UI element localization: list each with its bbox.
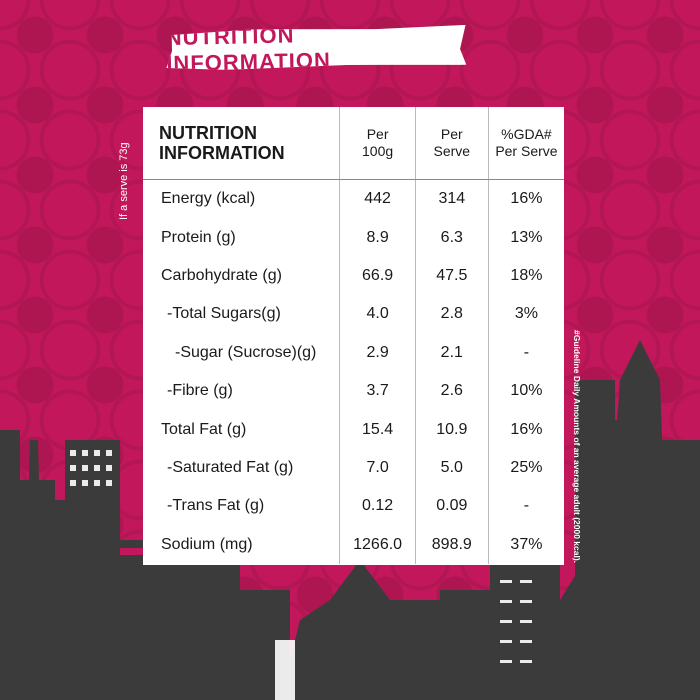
value-per-100g: 1266.0 — [339, 525, 416, 564]
nutrient-label: Protein (g) — [161, 228, 236, 246]
value-gda: 18% — [487, 256, 564, 296]
value-per-100g: 7.0 — [339, 448, 416, 488]
value-gda: 10% — [487, 371, 564, 411]
value-per-serve: 2.8 — [414, 295, 489, 334]
header-per-serve-line2: Serve — [433, 143, 471, 159]
nutrition-table: NUTRITION INFORMATION Per 100g Per Serve… — [143, 107, 564, 564]
table-row: Total Fat (g) 15.4 10.9 16% — [143, 410, 564, 449]
header-per-100g: Per 100g — [339, 107, 416, 180]
table-header-row: NUTRITION INFORMATION Per 100g Per Serve… — [143, 107, 564, 180]
header-per-serve-line1: Per — [440, 126, 463, 142]
value-per-serve: 0.09 — [414, 487, 489, 526]
table-row: Sodium (mg) 1266.0 898.9 37% — [143, 525, 564, 564]
table-row: -Trans Fat (g) 0.12 0.09- — [143, 487, 564, 526]
nutrient-label: Energy (kcal) — [161, 190, 256, 208]
value-per-serve: 314 — [414, 179, 489, 219]
nutrient-label: Sodium (mg) — [161, 535, 253, 553]
value-per-serve: 5.0 — [414, 448, 489, 488]
value-per-100g: 4.0 — [339, 295, 416, 334]
header-label: NUTRITION INFORMATION — [143, 107, 340, 180]
serve-size-note: If a serve is 73g — [118, 142, 130, 220]
header-gda-line2: Per Serve — [495, 143, 558, 159]
value-gda: 16% — [487, 410, 564, 449]
value-per-100g: 0.12 — [339, 487, 416, 526]
value-per-serve: 6.3 — [414, 218, 489, 257]
value-per-100g: 442 — [339, 179, 416, 219]
table-row: Carbohydrate (g) 66.9 47.5 18% — [143, 256, 564, 296]
nutrient-label: -Saturated Fat (g) — [167, 458, 294, 476]
value-gda: 37% — [487, 525, 564, 564]
header-label-line1: NUTRITION — [159, 123, 257, 143]
value-per-serve: 898.9 — [414, 525, 489, 564]
header-per-100g-line1: Per — [366, 126, 389, 142]
table-row: Energy (kcal) 442 314 16% — [143, 179, 564, 219]
gda-footnote: #Guideline Daily Amounts of an average a… — [572, 330, 582, 564]
value-per-serve: 2.6 — [414, 371, 489, 411]
header-per-serve: Per Serve — [414, 107, 489, 180]
value-per-100g: 15.4 — [339, 410, 416, 449]
value-gda: 25% — [487, 448, 564, 488]
table-row: -Saturated Fat (g) 7.0 5.0 25% — [143, 448, 564, 488]
nutrient-label: -Total Sugars(g) — [167, 305, 281, 323]
value-per-100g: 8.9 — [339, 218, 416, 257]
value-per-100g: 3.7 — [339, 371, 416, 411]
nutrient-label: -Fibre (g) — [167, 382, 233, 400]
header-gda: %GDA# Per Serve — [487, 107, 564, 180]
value-per-100g: 66.9 — [339, 256, 416, 296]
nutrient-label: -Trans Fat (g) — [167, 497, 265, 515]
value-gda: - — [487, 487, 564, 526]
value-per-serve: 2.1 — [414, 333, 489, 372]
value-gda: 16% — [487, 179, 564, 219]
table-row: -Total Sugars(g) 4.0 2.8 3% — [143, 295, 564, 334]
value-per-serve: 10.9 — [414, 410, 489, 449]
value-gda: - — [487, 333, 564, 372]
header-per-100g-line2: 100g — [362, 143, 394, 159]
header-label-line2: INFORMATION — [159, 143, 285, 163]
value-per-serve: 47.5 — [414, 256, 489, 296]
value-gda: 3% — [487, 295, 564, 334]
table-row: -Sugar (Sucrose)(g) 2.9 2.1- — [143, 333, 564, 372]
table-row: Protein (g) 8.9 6.3 13% — [143, 218, 564, 257]
value-gda: 13% — [487, 218, 564, 257]
header-gda-line1: %GDA# — [501, 126, 552, 142]
nutrient-label: Total Fat (g) — [161, 420, 247, 438]
nutrient-label: Carbohydrate (g) — [161, 266, 282, 284]
table-row: -Fibre (g) 3.7 2.6 10% — [143, 371, 564, 411]
value-per-100g: 2.9 — [339, 333, 416, 372]
nutrient-label: -Sugar (Sucrose)(g) — [175, 343, 317, 361]
